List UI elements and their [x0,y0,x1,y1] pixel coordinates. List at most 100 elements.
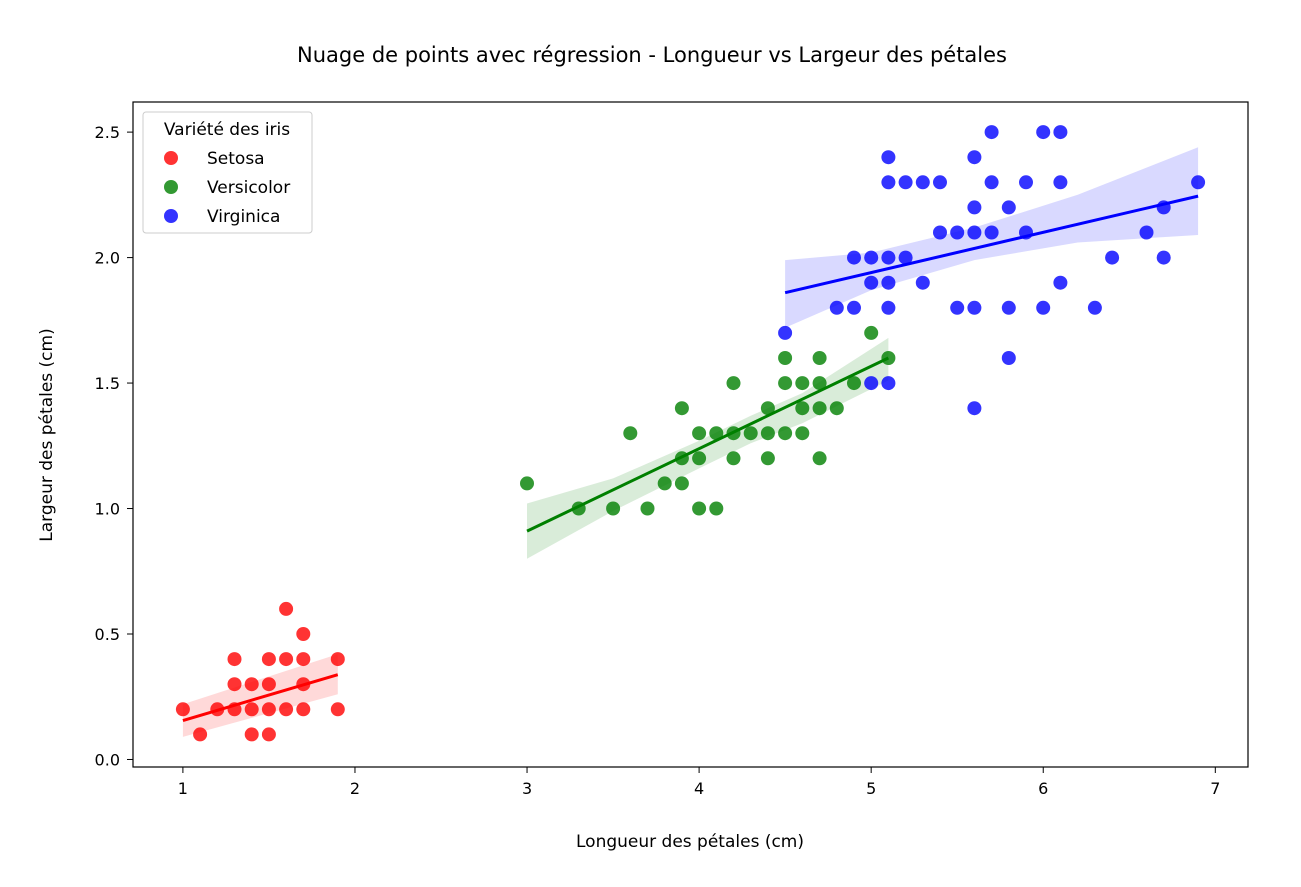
data-point-virginica [967,150,982,165]
data-point-virginica [881,300,896,315]
x-axis-label: Longueur des pétales (cm) [576,832,804,852]
data-point-versicolor [778,351,793,365]
data-point-versicolor [847,376,861,391]
data-point-setosa [279,652,294,667]
data-point-versicolor [881,351,896,365]
data-point-setosa [227,677,242,692]
plot-frame [132,101,1249,768]
data-point-virginica [950,225,965,240]
data-point-virginica [1139,225,1154,240]
x-tick-label: 1 [178,779,188,798]
data-point-setosa [261,727,276,742]
data-point-versicolor [640,501,655,516]
data-point-versicolor [520,476,534,491]
data-point-versicolor [778,426,793,441]
legend-label-setosa: Setosa [207,149,265,169]
data-point-setosa [261,677,276,692]
data-point-versicolor [812,451,827,466]
data-point-virginica [1191,175,1206,190]
data-point-setosa [193,727,208,742]
x-tick-label: 3 [522,779,532,798]
data-point-versicolor [657,476,672,491]
data-point-virginica [1019,175,1033,190]
data-point-versicolor [812,351,827,365]
data-point-versicolor [726,376,741,391]
data-point-setosa [279,702,294,717]
data-point-virginica [1036,125,1051,140]
data-point-versicolor [692,501,707,516]
data-point-virginica [881,175,896,190]
data-point-virginica [984,175,999,190]
data-point-setosa [330,652,345,667]
x-tick-label: 4 [694,779,704,798]
regression-line-versicolor [526,356,890,533]
regression-line-virginica [784,194,1199,295]
data-point-setosa [244,702,259,717]
x-tick-label: 6 [1038,779,1048,798]
data-point-setosa [261,652,276,667]
data-point-versicolor [795,401,810,416]
y-tick-label: 1.0 [95,500,120,519]
data-point-virginica [847,300,861,315]
data-point-virginica [967,300,982,315]
y-tick-label: 0.5 [95,625,120,644]
x-tick-label: 2 [350,779,360,798]
data-point-virginica [1105,250,1120,265]
chart-title: Nuage de points avec régression - Longue… [297,43,1007,67]
data-point-virginica [915,175,930,190]
legend-label-versicolor: Versicolor [207,178,290,198]
data-point-virginica [847,250,861,265]
data-point-virginica [864,376,879,391]
data-point-setosa [175,702,190,717]
data-point-virginica [864,275,879,290]
data-point-versicolor [795,376,810,391]
plot-area [175,125,1206,742]
data-point-versicolor [760,401,775,416]
data-point-virginica [967,200,982,215]
data-point-setosa [279,601,294,616]
y-tick-label: 1.5 [95,374,120,393]
data-point-versicolor [778,376,793,391]
data-point-virginica [950,300,965,315]
data-point-setosa [227,652,242,667]
data-point-virginica [881,250,896,265]
data-point-virginica [778,325,793,340]
data-point-virginica [967,401,982,416]
data-point-versicolor [795,426,810,441]
data-point-versicolor [760,426,775,441]
data-point-virginica [1001,351,1016,365]
data-point-versicolor [864,325,879,340]
data-point-versicolor [709,501,724,516]
data-point-versicolor [692,451,707,466]
data-point-virginica [967,225,982,240]
data-point-virginica [915,275,930,290]
confidence-band-setosa [182,654,338,737]
data-point-virginica [984,225,999,240]
data-point-virginica [933,175,947,190]
legend-title: Variété des iris [164,120,290,140]
data-point-setosa [330,702,345,717]
data-point-virginica [898,250,913,265]
y-tick-label: 2.5 [95,123,120,142]
data-point-setosa [261,702,276,717]
legend-box [142,111,313,234]
data-point-versicolor [606,501,621,516]
data-point-virginica [1053,125,1068,140]
data-point-setosa [296,652,311,667]
data-point-virginica [1156,250,1171,265]
data-point-virginica [864,250,879,265]
x-tick-label: 5 [866,779,876,798]
data-point-virginica [881,150,896,165]
data-point-versicolor [623,426,638,441]
data-point-virginica [1001,300,1016,315]
y-tick-label: 2.0 [95,249,120,268]
data-point-virginica [1053,275,1068,290]
legend-label-virginica: Virginica [207,207,280,227]
data-point-versicolor [726,451,741,466]
data-point-versicolor [829,401,844,416]
data-point-versicolor [743,426,758,441]
data-point-virginica [1053,175,1068,190]
data-point-versicolor [692,426,707,441]
y-axis: 0.0 0.5 1.0 1.5 2.0 2.5 [95,123,133,769]
